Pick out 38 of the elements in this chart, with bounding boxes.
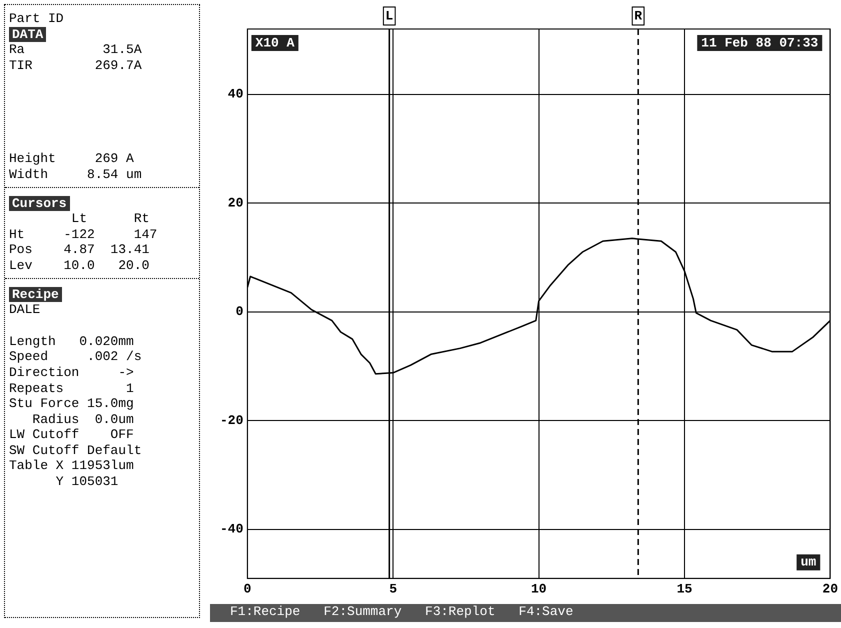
x-tick-label: 15 bbox=[676, 581, 692, 596]
x-tick-label: 5 bbox=[389, 581, 398, 596]
text: Radius 0.0um bbox=[31, 412, 134, 427]
text: Y 105031 bbox=[54, 474, 118, 490]
text: 11 Feb 88 07:33 bbox=[701, 35, 818, 50]
x-tick-label: 20 bbox=[822, 581, 838, 596]
text: DATA bbox=[9, 26, 46, 42]
text: SW Cutoff Default bbox=[9, 442, 142, 458]
text: Length 0.020mm bbox=[9, 334, 134, 349]
text: DALE bbox=[9, 302, 40, 318]
text: Lt Rt bbox=[70, 211, 150, 226]
text: Cursors bbox=[9, 196, 70, 211]
text: Ra 31.5A bbox=[9, 42, 142, 58]
text: Part ID bbox=[9, 11, 64, 26]
text: Ht -122 147 bbox=[9, 226, 158, 242]
text: Repeats 1 bbox=[9, 380, 134, 396]
x-axis-title: um bbox=[800, 554, 816, 570]
y-tick-label: 0 bbox=[236, 304, 244, 320]
text: Height 269 A bbox=[9, 151, 134, 166]
text: Table X 11953lum bbox=[9, 458, 134, 474]
text: Stu Force 15.0mg bbox=[9, 396, 134, 412]
text: Direction -> bbox=[9, 364, 134, 380]
y-tick-label: -40 bbox=[220, 522, 244, 537]
text: Pos 4.87 13.41 bbox=[9, 242, 150, 258]
text: Speed .002 /s bbox=[9, 349, 142, 364]
text: LW Cutoff OFF bbox=[9, 427, 134, 442]
text: Lev 10.0 20.0 bbox=[9, 258, 150, 273]
text: Width 8.54 um bbox=[9, 166, 142, 182]
text: F1:Recipe F2:Summary F3:Replot F4:Save bbox=[210, 604, 841, 622]
x-tick-label: 10 bbox=[530, 581, 547, 596]
y-tick-label: 20 bbox=[228, 195, 244, 210]
y-tick-label: -20 bbox=[220, 412, 244, 428]
ref-line-label: L bbox=[385, 8, 394, 24]
ref-line-label: R bbox=[634, 8, 642, 24]
y-axis-title: X10 A bbox=[255, 35, 295, 50]
text: Recipe bbox=[9, 286, 62, 302]
y-tick-label: 40 bbox=[228, 86, 244, 102]
text: TIR 269.7A bbox=[9, 58, 142, 73]
